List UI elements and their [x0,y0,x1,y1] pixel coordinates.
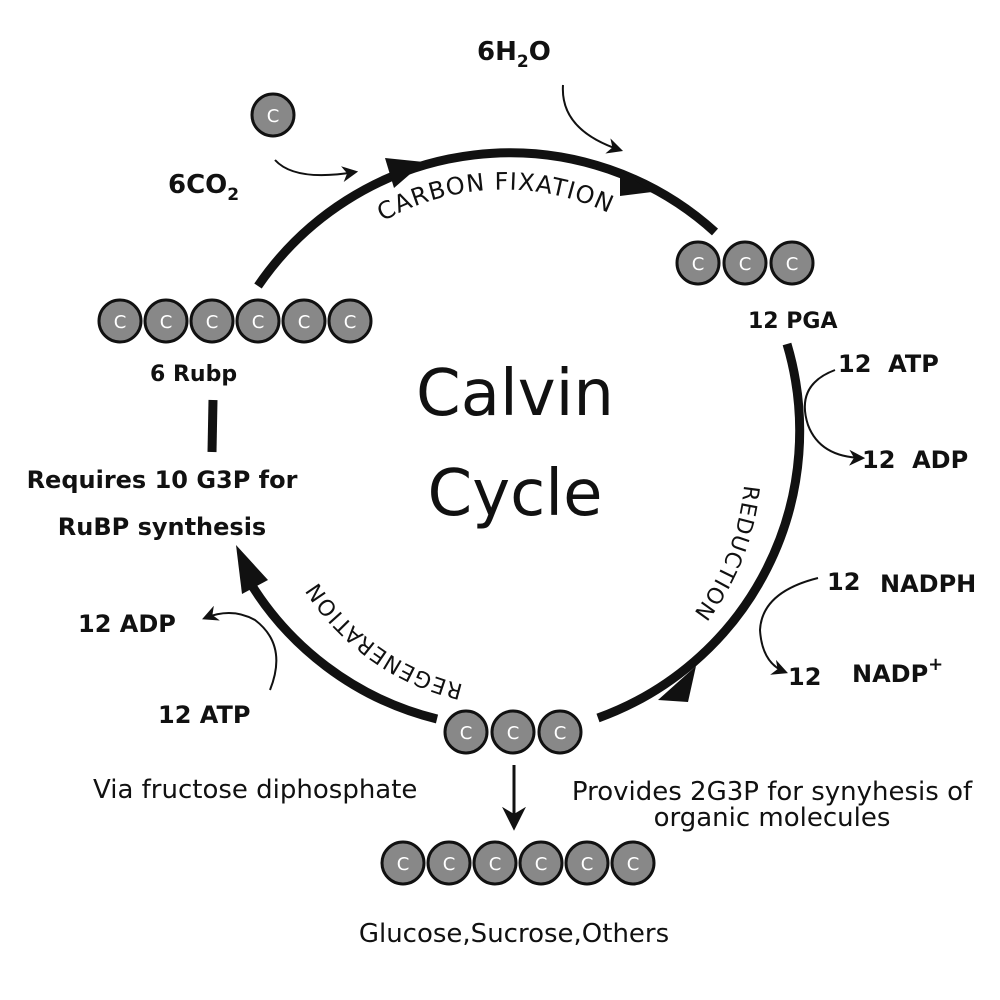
h2o-label: 6H2O [477,37,551,72]
h2o-arrow [561,84,624,154]
svg-text:C: C [581,854,594,875]
rubp-note-line-1: Requires 10 G3P for [27,466,298,494]
svg-text:C: C [160,312,173,333]
atp-adp-left-arrow [202,605,278,691]
fixation-arrowhead-left [385,158,424,188]
products-molecule: C C C C C C [380,840,656,886]
svg-text:C: C [627,854,640,875]
g3p-note-line-2: organic molecules [654,803,891,833]
co2-label: 6CO2 [168,170,239,205]
svg-text:C: C [739,254,752,275]
reduction-arc [596,342,805,723]
rubp-molecule: C C C C C C [97,298,373,344]
svg-text:C: C [206,312,219,333]
products-label: Glucose,Sucrose,Others [359,919,669,949]
svg-text:C: C [298,312,311,333]
svg-text:C: C [786,254,799,275]
adp-out-right: 12 ADP [862,446,968,474]
svg-text:C: C [443,854,456,875]
carbon-atom: C [250,92,296,138]
pga-molecule: C C C [675,240,815,286]
svg-text:C: C [692,254,705,275]
title-line-2: Cycle [428,457,603,531]
atp-adp-right-arrow [803,369,866,466]
svg-text:C: C [489,854,502,875]
svg-text:C: C [507,723,520,744]
stage-label-regeneration: REGENERATION [301,577,465,703]
fructose-note: Via fructose diphosphate [93,775,417,805]
g3p-molecule: C C C [443,709,583,755]
svg-text:C: C [554,723,567,744]
svg-text:C: C [114,312,127,333]
rubp-note-line-2: RuBP synthesis [58,513,266,541]
regeneration-arc [241,571,439,724]
svg-text:C: C [460,723,473,744]
fixation-arc [254,148,719,289]
nadph-label: NADPH [880,570,976,598]
nadp-label: NADP+ [852,654,943,688]
nadph-number: 12 [827,568,860,596]
atp-in-left: 12 ATP [158,701,250,729]
svg-text:C: C [267,106,280,127]
title-line-1: Calvin [416,357,614,431]
svg-text:C: C [344,312,357,333]
stage-label-reduction: REDUCTION [688,484,763,625]
g3p-note-line-1: Provides 2G3P for synyhesis of [572,777,973,807]
atp-in-right: 12 ATP [838,350,939,378]
reduction-arrowhead [658,666,696,702]
regeneration-arrowhead [236,545,268,594]
adp-out-left: 12 ADP [78,610,176,638]
svg-text:C: C [397,854,410,875]
svg-text:C: C [252,312,265,333]
svg-text:C: C [535,854,548,875]
pga-label: 12 PGA [748,309,837,334]
fixation-arrowhead-right [620,170,652,196]
stage-label-fixation: CARBON FIXATION [372,168,618,227]
rubp-label: 6 Rubp [150,362,237,387]
nadp-number: 12 [788,663,821,691]
co2-arrow [274,159,359,182]
left-short-arc [207,399,218,453]
nadph-arrow [758,577,819,675]
